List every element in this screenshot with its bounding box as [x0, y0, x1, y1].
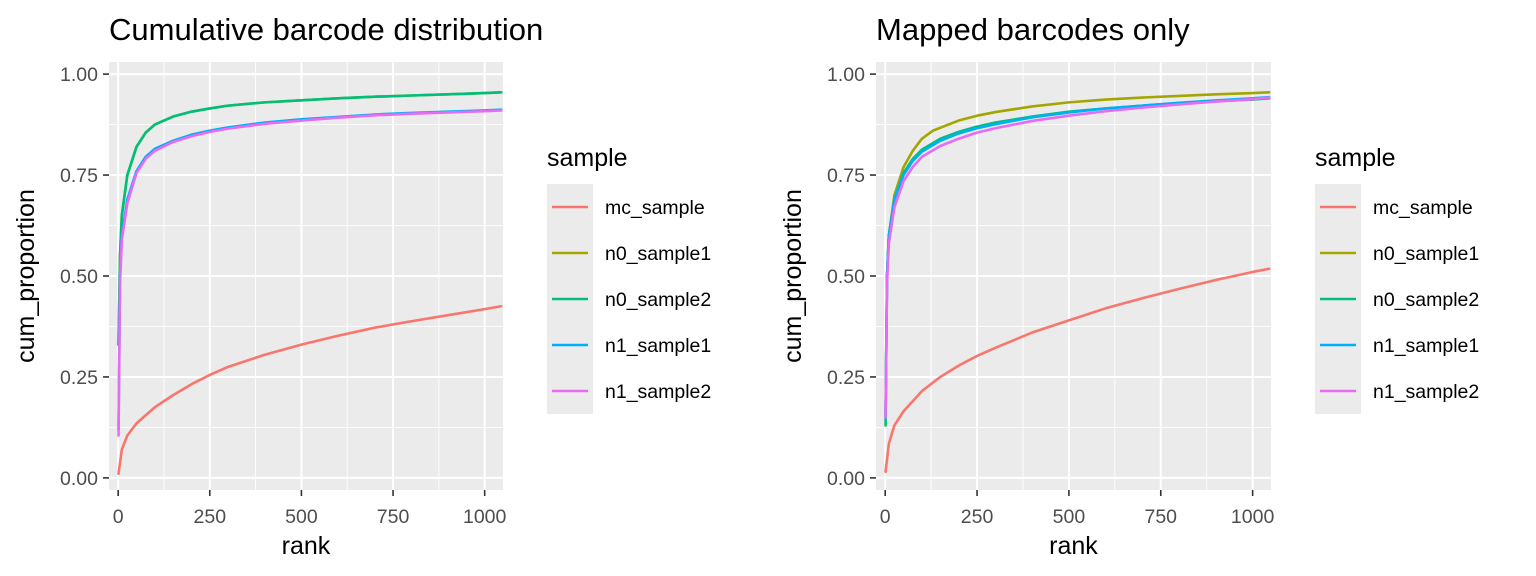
- y-tick-label: 0.50: [827, 266, 865, 288]
- x-tick-label: 750: [377, 506, 410, 528]
- chart-title: Mapped barcodes only: [876, 12, 1190, 47]
- x-tick-label: 0: [113, 506, 124, 528]
- x-tick-label: 500: [285, 506, 318, 528]
- series-lines: [884, 90, 1271, 474]
- legend-label: n0_sample2: [605, 289, 711, 311]
- legend-label: n0_sample1: [1373, 243, 1479, 265]
- series-line-n1-sample1: [884, 95, 1271, 419]
- y-tick-label: 1.00: [60, 64, 98, 86]
- x-tick-label: 500: [1053, 506, 1086, 528]
- legend-item-n1-sample1: n1_sample1: [547, 322, 711, 368]
- series-line-n0-sample2: [117, 90, 503, 346]
- chart-title: Cumulative barcode distribution: [109, 12, 543, 47]
- legend: sample mc_sample n0_sample1 n0_sample2 n1_sa…: [1315, 144, 1479, 414]
- y-tick-label: 1.00: [827, 64, 865, 86]
- series-line-n1-sample2: [884, 96, 1271, 419]
- x-tick-label: 0: [880, 506, 891, 528]
- legend-item-n1-sample1: n1_sample1: [1315, 322, 1479, 368]
- y-tick-label: 0.50: [60, 266, 98, 288]
- legend-title: sample: [1315, 144, 1396, 172]
- series-lines: [117, 90, 503, 476]
- legend-label: n0_sample2: [1373, 289, 1479, 311]
- legend-item-n0-sample1: n0_sample1: [1315, 230, 1479, 276]
- x-tick-label: 1000: [1231, 506, 1275, 528]
- y-tick-label: 0.75: [827, 165, 865, 187]
- y-axis-title: cum_proportion: [779, 189, 807, 363]
- legend-label: n1_sample1: [1373, 335, 1479, 357]
- x-axis-title: rank: [282, 532, 331, 560]
- legend-item-mc-sample: mc_sample: [1315, 184, 1473, 230]
- legend: sample mc_sample n0_sample1 n0_sample2 n1_sa…: [547, 144, 711, 414]
- x-tick-label: 250: [194, 506, 227, 528]
- legend-item-n1-sample2: n1_sample2: [547, 368, 711, 414]
- legend-label: n0_sample1: [605, 243, 711, 265]
- series-line-mc-sample: [884, 267, 1271, 474]
- legend-label: n1_sample1: [605, 335, 711, 357]
- y-tick-label: 0.25: [827, 367, 865, 389]
- legend-item-n0-sample2: n0_sample2: [1315, 276, 1479, 322]
- chart-panel-1: Cumulative barcode distribution 0 250 500 75…: [12, 12, 711, 560]
- y-tick-label: 0.00: [60, 468, 98, 490]
- series-line-n1-sample2: [117, 109, 503, 437]
- y-axis-title: cum_proportion: [12, 189, 40, 363]
- chart-panel-2: Mapped barcodes only 0 250 500 750 1000 0.00 0.…: [779, 12, 1479, 560]
- legend-title: sample: [547, 144, 628, 172]
- legend-label: n1_sample2: [1373, 381, 1479, 403]
- legend-label: n1_sample2: [605, 381, 711, 403]
- x-tick-label: 1000: [463, 506, 507, 528]
- y-tick-label: 0.00: [827, 468, 865, 490]
- series-line-n0-sample1: [884, 90, 1271, 415]
- legend-item-n0-sample2: n0_sample2: [547, 276, 711, 322]
- legend-item-mc-sample: mc_sample: [547, 184, 705, 230]
- legend-label: mc_sample: [1373, 197, 1473, 219]
- legend-item-n1-sample2: n1_sample2: [1315, 368, 1479, 414]
- y-tick-label: 0.25: [60, 367, 98, 389]
- legend-item-n0-sample1: n0_sample1: [547, 230, 711, 276]
- y-tick-label: 0.75: [60, 165, 98, 187]
- x-axis-title: rank: [1049, 532, 1098, 560]
- legend-label: mc_sample: [605, 197, 705, 219]
- x-tick-label: 250: [961, 506, 994, 528]
- series-line-mc-sample: [117, 304, 503, 476]
- x-tick-label: 750: [1144, 506, 1177, 528]
